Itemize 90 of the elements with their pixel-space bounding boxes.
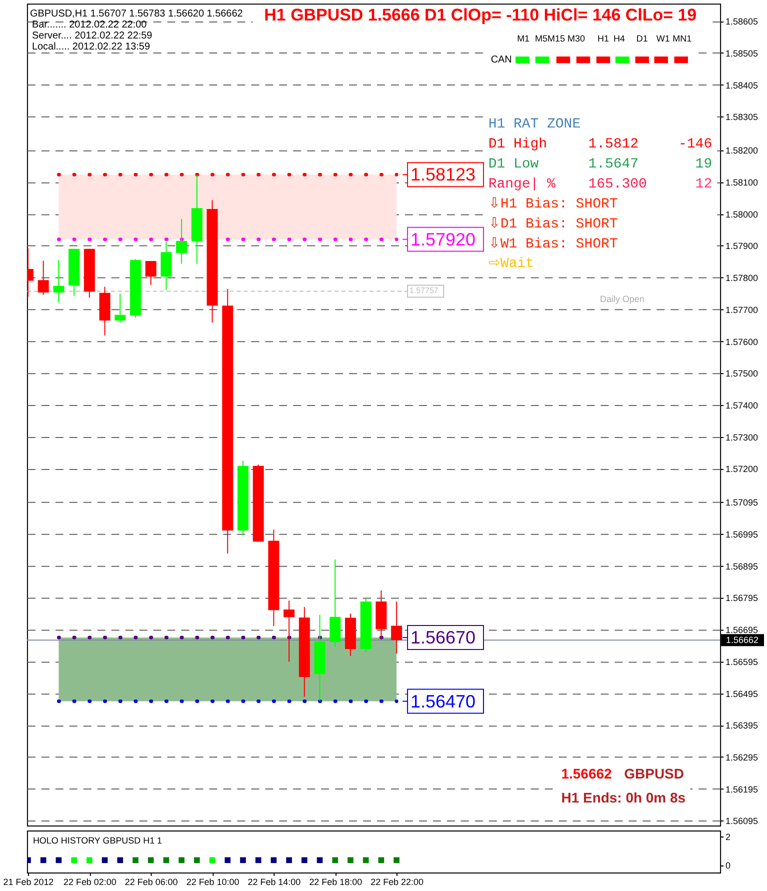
candlestick xyxy=(145,260,156,286)
annotation: 12 xyxy=(695,176,712,192)
x-tick-label: 22 Feb 10:00 xyxy=(186,876,240,887)
y-tick-label: 2 xyxy=(726,832,731,842)
x-tick-label: 22 Feb 02:00 xyxy=(63,876,116,887)
annotation: ▬ xyxy=(514,48,531,70)
annotation: ▬ xyxy=(614,48,631,70)
annotation: H1 Ends: 0h 0m 8s xyxy=(561,790,686,806)
candlestick xyxy=(114,293,126,323)
y-tick-label: 1.57700 xyxy=(726,304,758,315)
annotation: M15 xyxy=(548,34,566,44)
annotation: D1 Low xyxy=(488,156,540,172)
annotation: ▬ xyxy=(634,48,651,70)
y-tick-label: 1.56595 xyxy=(726,656,758,667)
annotation: ▬ xyxy=(652,48,670,70)
ref-line-label: 1.58123 xyxy=(410,164,476,185)
y-tick-label: 1.57500 xyxy=(726,368,758,379)
annotation: 1.5812 xyxy=(588,136,639,152)
annotation: M1 xyxy=(517,34,530,44)
y-tick-label: 1.57600 xyxy=(726,336,758,347)
y-tick-label: 1.57800 xyxy=(726,273,758,284)
annotation: GBPUSD xyxy=(624,766,684,782)
y-tick-label: 1.57095 xyxy=(726,498,758,508)
annotation: ▬ xyxy=(574,48,592,70)
annotation: Bar....... 2012.02.22 22:00 xyxy=(32,20,148,31)
annotation: Daily Open xyxy=(600,294,644,304)
x-tick-label: 21 Feb 2012 xyxy=(3,876,54,887)
y-tick-label: 1.57400 xyxy=(726,400,758,410)
ref-line-label: 1.56470 xyxy=(410,691,476,712)
annotation: ⇩D1 Bias: SHORT xyxy=(488,216,618,232)
y-tick-label: 1.57900 xyxy=(726,241,758,252)
annotation: ▬ xyxy=(594,48,612,70)
chart-title: H1 GBPUSD 1.5666 D1 ClOp= -110 HiCl= 146 ClLo= 19 xyxy=(264,6,697,25)
annotation: D1 High xyxy=(488,136,548,152)
y-tick-label: 1.58605 xyxy=(726,16,758,27)
candlestick xyxy=(38,260,49,296)
y-tick-label: 1.56495 xyxy=(726,688,758,699)
annotation: Local..... 2012.02.22 13:59 xyxy=(32,42,150,53)
annotation: ▬ xyxy=(672,48,690,70)
annotation: Range| % xyxy=(488,176,556,192)
annotation: ⇩W1 Bias: SHORT xyxy=(488,236,618,252)
y-tick-label: 1.56995 xyxy=(726,530,758,540)
y-tick-label: 1.56195 xyxy=(726,784,758,794)
candlestick xyxy=(53,260,64,304)
annotation: 1.5647 xyxy=(588,156,639,172)
y-tick-label: 1.56795 xyxy=(726,593,758,604)
annotation: GBPUSD,H1 1.56707 1.56783 1.56620 1.56662 xyxy=(30,8,244,20)
ref-line-label: 1.56670 xyxy=(410,628,476,648)
y-tick-label: 1.58505 xyxy=(726,48,758,58)
ref-line-label: 1.57757 xyxy=(410,286,439,296)
candlestick xyxy=(176,218,188,264)
ref-line-label: 1.56662 xyxy=(726,635,758,646)
y-tick-label: 1.58305 xyxy=(726,112,758,122)
annotation: -146 xyxy=(678,136,712,152)
x-tick-label: 22 Feb 18:00 xyxy=(309,876,362,887)
y-tick-label: 1.58405 xyxy=(726,80,758,90)
annotation: ⇩H1 Bias: SHORT xyxy=(488,196,618,212)
y-tick-label: 1.58100 xyxy=(726,177,758,188)
annotation: D1 xyxy=(636,34,648,44)
y-tick-label: 1.57300 xyxy=(726,432,758,442)
annotation: 1.56662 xyxy=(561,766,612,782)
annotation: CAN xyxy=(490,54,512,66)
ref-line-label: 1.57920 xyxy=(410,229,476,250)
annotation: 19 xyxy=(695,156,712,172)
annotation: H1 RAT ZONE xyxy=(488,116,581,132)
y-tick-label: 1.58000 xyxy=(726,209,758,220)
y-tick-label: 1.56895 xyxy=(726,561,758,572)
annotation: M30 xyxy=(568,34,585,44)
annotation: 165.300 xyxy=(588,176,647,192)
annotation: H4 xyxy=(613,34,625,44)
y-tick-label: 1.58200 xyxy=(726,146,758,156)
annotation: MN1 xyxy=(672,34,692,44)
annotation: M5 xyxy=(535,34,548,44)
x-tick-label: 22 Feb 06:00 xyxy=(124,876,178,887)
y-tick-label: 1.56695 xyxy=(726,625,758,636)
candlestick xyxy=(284,600,295,662)
y-tick-label: 1.56095 xyxy=(726,816,758,826)
annotation: H1 xyxy=(597,34,609,44)
text: HOLO HISTORY GBPUSD H1 1 xyxy=(32,835,162,846)
annotation: Server.... 2012.02.22 22:59 xyxy=(32,30,153,42)
annotation: ⇨Wait xyxy=(488,256,534,272)
y-tick-label: 0 xyxy=(726,860,731,871)
annotation: W1 xyxy=(656,34,670,44)
x-tick-label: 22 Feb 14:00 xyxy=(248,876,301,887)
y-tick-label: 1.57200 xyxy=(726,464,758,474)
y-tick-label: 1.56295 xyxy=(726,752,758,763)
y-tick-label: 1.56395 xyxy=(726,720,758,731)
annotation: ▬ xyxy=(554,48,572,70)
annotation: ▬ xyxy=(534,48,551,70)
x-tick-label: 22 Feb 22:00 xyxy=(370,876,424,887)
